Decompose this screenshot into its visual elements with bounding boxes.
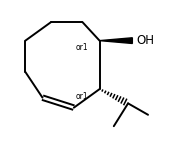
Text: or1: or1 (76, 92, 89, 101)
Text: OH: OH (137, 34, 155, 47)
Text: or1: or1 (76, 43, 89, 52)
Polygon shape (100, 38, 132, 43)
